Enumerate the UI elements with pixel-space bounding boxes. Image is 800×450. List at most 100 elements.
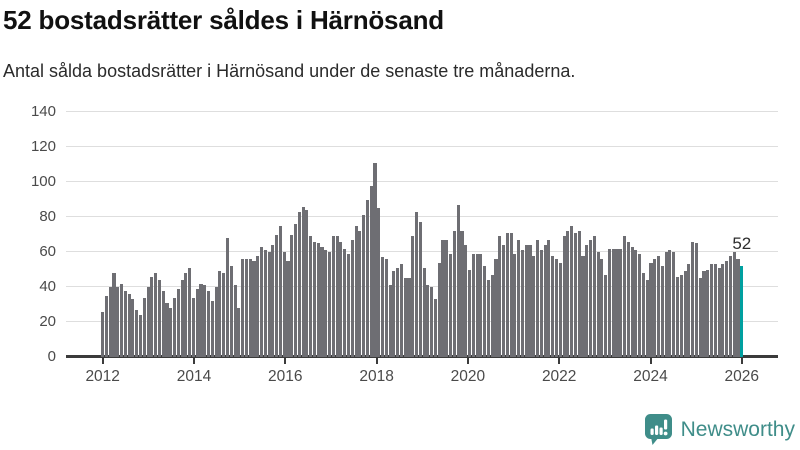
bar [445, 239, 449, 357]
bar [282, 252, 286, 357]
bar [528, 245, 532, 357]
bar [207, 290, 211, 357]
bar [218, 271, 222, 357]
x-axis-label: 2016 [268, 368, 303, 385]
bar [150, 276, 154, 357]
bar [271, 245, 275, 357]
bar [146, 287, 150, 357]
bar [244, 259, 248, 357]
bar [588, 239, 593, 357]
bar [316, 243, 320, 357]
bar [694, 243, 698, 357]
newsworthy-logo-text: Newsworthy [680, 418, 795, 441]
bar [188, 267, 192, 357]
bar [354, 225, 358, 357]
y-axis-label: 60 [39, 243, 56, 260]
bar [142, 297, 146, 357]
bar [154, 273, 158, 357]
bar [498, 236, 502, 357]
bar [350, 239, 354, 357]
bar [331, 236, 335, 357]
gridline [66, 286, 778, 287]
bar [581, 255, 585, 357]
bar [203, 285, 207, 357]
y-axis-label: 140 [30, 103, 56, 120]
x-axis-tick [284, 357, 287, 364]
bar [101, 311, 105, 357]
bar [225, 238, 230, 357]
bar [619, 248, 623, 357]
bar [509, 232, 513, 357]
gridline [66, 216, 778, 217]
x-axis-tick [558, 357, 561, 364]
bar [229, 266, 233, 357]
bar [131, 299, 135, 357]
bar [532, 255, 536, 357]
x-axis-tick [466, 357, 469, 364]
newsworthy-logo[interactable]: Newsworthy [644, 411, 795, 449]
bar [135, 309, 139, 357]
bar [536, 239, 540, 357]
bar [717, 267, 721, 357]
bar [278, 225, 282, 357]
y-axis-label: 0 [47, 348, 56, 365]
bar [157, 280, 161, 357]
bar [286, 260, 290, 357]
bar [297, 211, 301, 357]
bar [108, 287, 112, 357]
bar [415, 211, 419, 357]
bar [702, 271, 706, 357]
x-axis-label: 2012 [85, 368, 120, 385]
bar [706, 269, 710, 357]
x-axis-tick [375, 357, 378, 364]
bar [592, 236, 596, 357]
bar [301, 206, 305, 357]
bar [611, 248, 615, 357]
chart-subtitle: Antal sålda bostadsrätter i Härnösand un… [3, 61, 576, 81]
bar [380, 257, 385, 357]
bar [263, 250, 267, 357]
bar [653, 259, 657, 357]
x-axis-label: 2018 [359, 368, 394, 385]
bar [672, 252, 676, 357]
bar [502, 245, 506, 357]
bar [725, 260, 729, 357]
bar [377, 208, 381, 357]
bar [520, 250, 524, 357]
y-axis-label: 40 [39, 278, 56, 295]
x-axis-label: 2014 [176, 368, 212, 385]
bar [547, 239, 551, 357]
bar [721, 264, 725, 357]
bar [312, 241, 317, 357]
gridline [66, 321, 778, 322]
bar [127, 294, 131, 357]
bar [237, 308, 241, 357]
bar [123, 290, 127, 357]
bar [517, 239, 521, 357]
bar [664, 252, 668, 357]
bar [320, 246, 324, 357]
bar [256, 255, 260, 357]
bar [165, 302, 169, 357]
y-axis-label: 120 [30, 138, 56, 155]
bar [138, 315, 143, 357]
bar [305, 210, 309, 357]
bar [475, 253, 479, 357]
bar [335, 236, 339, 357]
bar [392, 271, 396, 357]
bar [324, 250, 328, 357]
bar [638, 253, 642, 357]
bar [214, 287, 218, 357]
bar-chart-plot-area: 52 0 20 40 60 80 100 120 140 2012 2014 2016 2018 202… [31, 103, 778, 385]
bar [441, 239, 445, 357]
bar [373, 162, 377, 357]
bar [399, 264, 403, 357]
x-axis-label: 2022 [541, 368, 577, 385]
bar [294, 224, 298, 357]
x-axis-tick [101, 357, 104, 364]
bar [683, 271, 687, 357]
bar [362, 215, 366, 357]
x-axis-label: 2020 [450, 368, 486, 385]
bar [169, 308, 173, 357]
